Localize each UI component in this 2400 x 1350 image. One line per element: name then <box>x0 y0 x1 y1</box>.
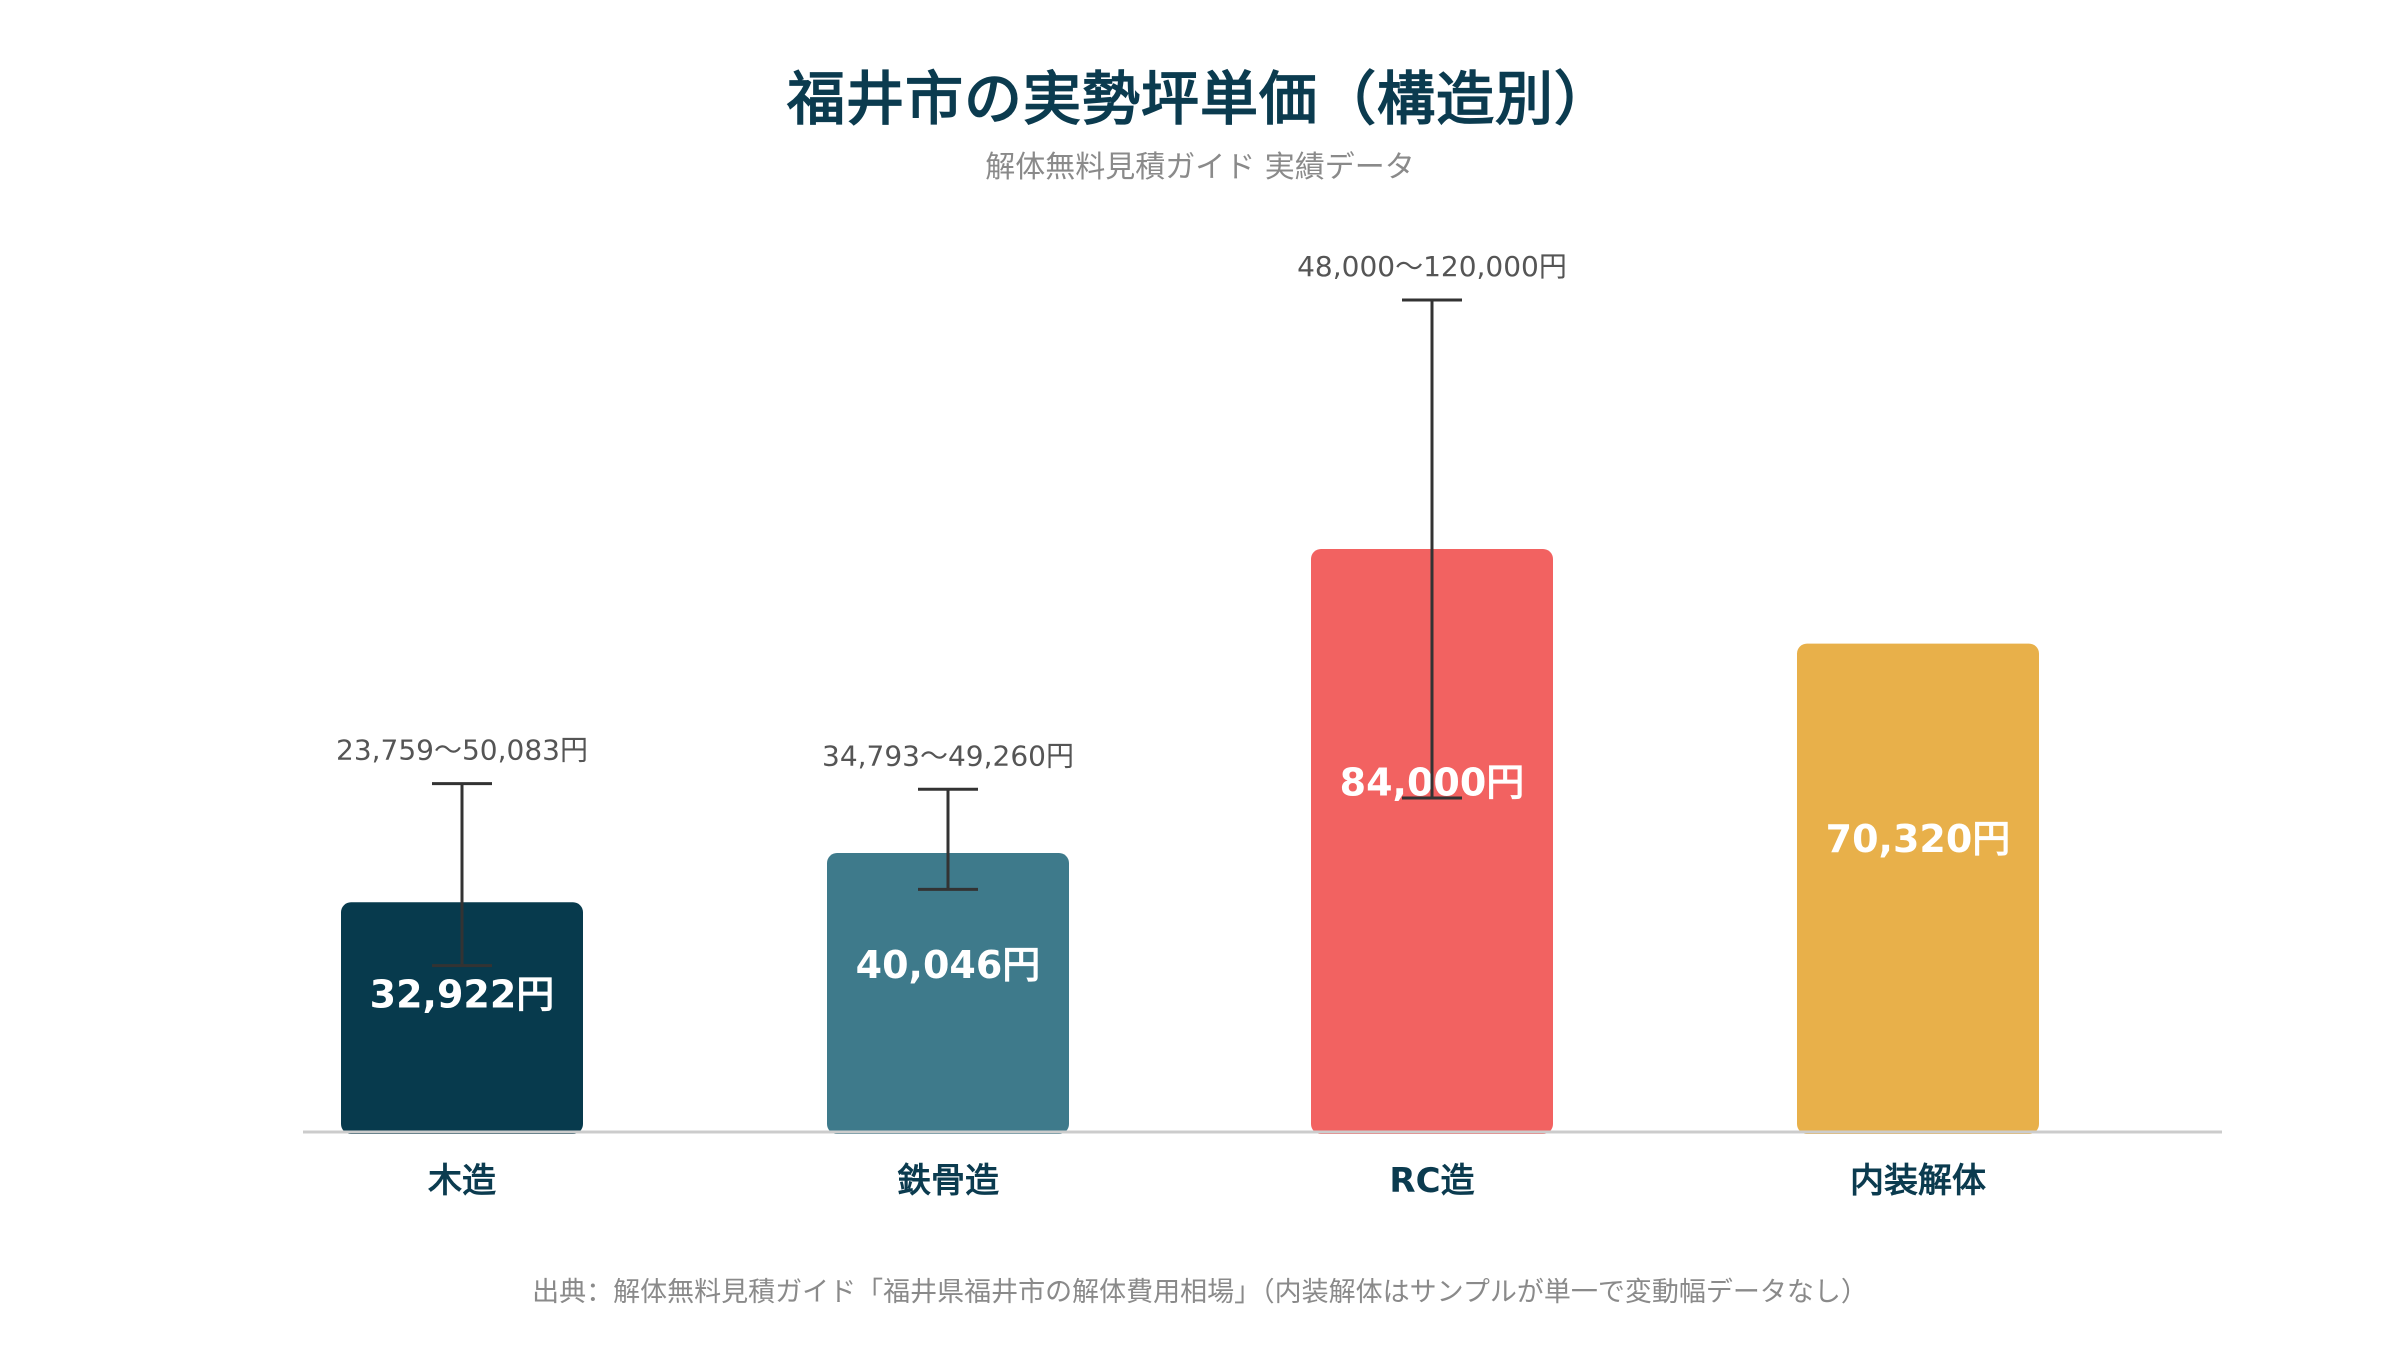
chart-title: 福井市の実勢坪単価（構造別） <box>786 65 1613 133</box>
range-label-3: 48,000〜120,000円 <box>1297 250 1567 283</box>
range-label-1: 23,759〜50,083円 <box>336 734 588 767</box>
bar-value-label-1: 32,922円 <box>370 972 555 1016</box>
bar-value-label-2: 40,046円 <box>856 943 1041 987</box>
x-tick-label-3: RC造 <box>1389 1161 1474 1201</box>
bar-2 <box>827 853 1069 1134</box>
x-tick-label-1: 木造 <box>427 1161 496 1201</box>
x-tick-label-2: 鉄骨造 <box>897 1161 999 1201</box>
bar-1 <box>341 902 583 1134</box>
bar-3 <box>1311 549 1553 1134</box>
source-note: 出典：解体無料見積ガイド「福井県福井市の解体費用相場」（内装解体はサンプルが単一… <box>532 1277 1868 1308</box>
x-tick-label-4: 内装解体 <box>1850 1161 1986 1201</box>
bar-4 <box>1797 643 2039 1134</box>
chart-subtitle: 解体無料見積ガイド 実績データ <box>985 150 1415 185</box>
bar-value-label-4: 70,320円 <box>1826 817 2011 861</box>
range-label-2: 34,793〜49,260円 <box>822 739 1074 772</box>
